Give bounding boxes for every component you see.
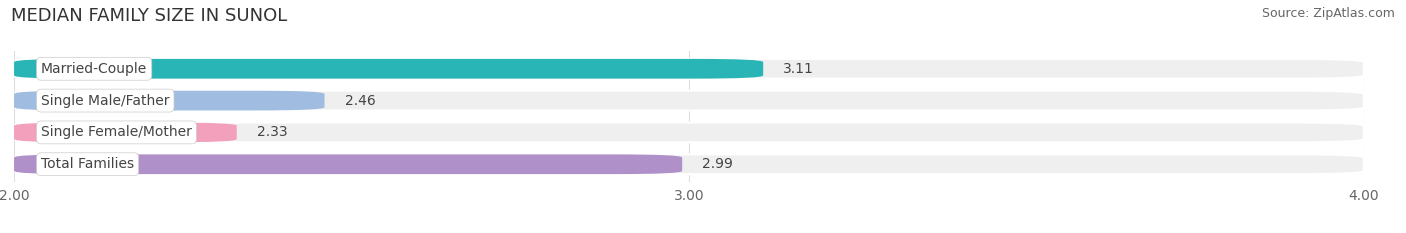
FancyBboxPatch shape <box>14 59 763 79</box>
Text: Married-Couple: Married-Couple <box>41 62 148 76</box>
FancyBboxPatch shape <box>14 123 236 142</box>
Text: Total Families: Total Families <box>41 157 134 171</box>
FancyBboxPatch shape <box>14 154 1364 174</box>
Text: Single Male/Father: Single Male/Father <box>41 94 170 108</box>
Text: MEDIAN FAMILY SIZE IN SUNOL: MEDIAN FAMILY SIZE IN SUNOL <box>11 7 287 25</box>
FancyBboxPatch shape <box>14 123 1364 142</box>
Text: 2.33: 2.33 <box>257 125 288 139</box>
Text: 2.46: 2.46 <box>344 94 375 108</box>
Text: 2.99: 2.99 <box>703 157 734 171</box>
FancyBboxPatch shape <box>14 91 325 110</box>
Text: 3.11: 3.11 <box>783 62 814 76</box>
FancyBboxPatch shape <box>14 154 682 174</box>
Text: Single Female/Mother: Single Female/Mother <box>41 125 193 139</box>
FancyBboxPatch shape <box>14 59 1364 79</box>
FancyBboxPatch shape <box>14 91 1364 110</box>
Text: Source: ZipAtlas.com: Source: ZipAtlas.com <box>1261 7 1395 20</box>
